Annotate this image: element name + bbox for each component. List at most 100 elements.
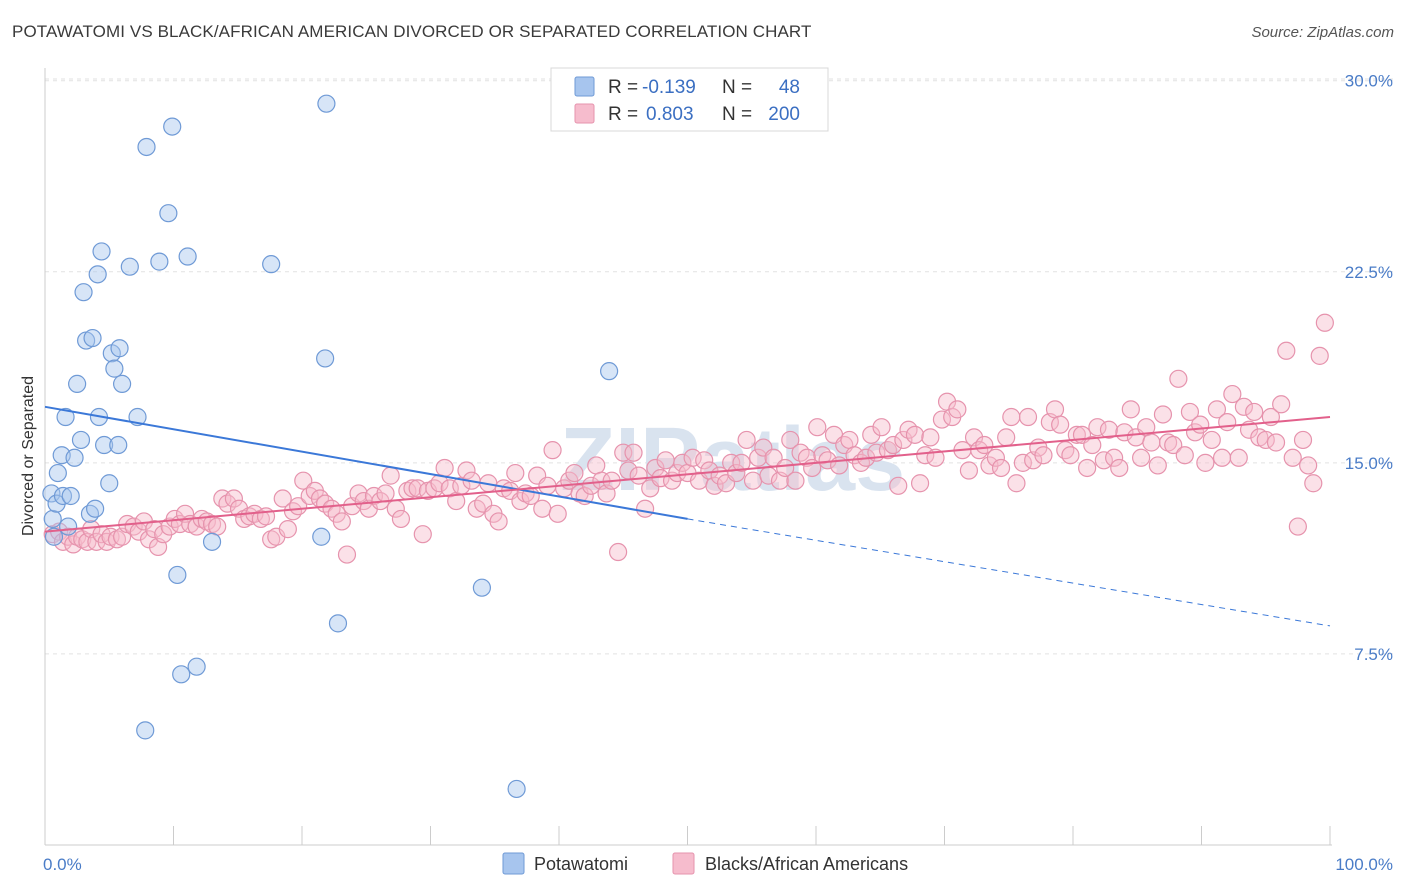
data-point-blacks-african-americans (1002, 407, 1021, 427)
data-point-blacks-african-americans (997, 428, 1016, 447)
legend-r-value-1: -0.139 (642, 77, 696, 98)
data-point-blacks-african-americans (1277, 341, 1296, 360)
data-point-blacks-african-americans (1283, 448, 1302, 467)
data-point-blacks-african-americans (208, 517, 227, 536)
data-point-blacks-african-americans (894, 430, 913, 450)
data-point-blacks-african-americans (1315, 313, 1334, 332)
data-point-blacks-african-americans (1051, 415, 1070, 434)
data-point-blacks-african-americans (910, 474, 930, 493)
data-point-blacks-african-americans (262, 530, 281, 549)
data-point-potawatomi (53, 486, 73, 506)
data-point-blacks-african-americans (840, 430, 859, 450)
data-point-potawatomi (95, 435, 114, 455)
data-point-blacks-african-americans (1234, 397, 1254, 416)
data-point-blacks-african-americans (107, 530, 127, 549)
data-point-blacks-african-americans (224, 489, 243, 508)
data-point-potawatomi (600, 362, 619, 381)
data-point-blacks-african-americans (1175, 446, 1194, 465)
data-point-potawatomi (80, 504, 100, 523)
y-axis-tick-labels: 7.5% 15.0% 22.5% 30.0% (1345, 72, 1393, 664)
data-point-blacks-african-americans (1045, 400, 1065, 419)
data-point-blacks-african-americans (970, 441, 989, 460)
data-point-potawatomi (59, 517, 78, 536)
legend-r-value-2: 0.803 (646, 104, 694, 125)
data-point-blacks-african-americans (273, 489, 292, 508)
data-point-blacks-african-americans (1169, 369, 1188, 388)
data-point-blacks-african-americans (1218, 413, 1237, 432)
data-point-blacks-african-americans (921, 428, 940, 447)
data-point-blacks-african-americans (986, 448, 1006, 467)
data-point-blacks-african-americans (749, 448, 768, 467)
data-point-blacks-african-americans (1105, 448, 1124, 467)
data-point-blacks-african-americans (1229, 448, 1248, 467)
data-point-potawatomi (178, 247, 197, 266)
data-point-potawatomi (110, 339, 129, 358)
data-point-blacks-african-americans (635, 499, 655, 518)
data-point-blacks-african-americans (543, 441, 562, 460)
y-axis-label: Divorced or Separated (20, 376, 37, 536)
data-point-blacks-african-americans (251, 509, 270, 529)
data-point-blacks-african-americans (1164, 435, 1183, 455)
data-point-potawatomi (61, 486, 80, 506)
data-point-blacks-african-americans (624, 443, 643, 462)
data-point-blacks-african-americans (1007, 474, 1026, 493)
legend-swatch-potawatomi (574, 76, 595, 97)
data-point-blacks-african-americans (673, 453, 692, 472)
data-point-blacks-african-americans (1207, 400, 1227, 419)
data-point-potawatomi (68, 374, 87, 393)
data-point-potawatomi (100, 474, 119, 493)
data-point-blacks-african-americans (403, 479, 422, 498)
data-point-blacks-african-americans (1266, 433, 1286, 452)
data-point-blacks-african-americans (614, 443, 633, 462)
data-point-blacks-african-americans (883, 435, 903, 455)
data-point-potawatomi (105, 359, 124, 378)
data-point-blacks-african-americans (1223, 384, 1242, 404)
data-point-potawatomi (83, 328, 102, 348)
data-point-blacks-african-americans (587, 456, 606, 475)
data-point-blacks-african-americans (695, 451, 714, 470)
data-point-potawatomi (262, 255, 281, 274)
data-point-blacks-african-americans (73, 530, 92, 549)
x-tick-label-end: 100.0% (1335, 855, 1393, 874)
data-point-blacks-african-americans (1034, 446, 1053, 465)
data-point-blacks-african-americans (862, 425, 881, 444)
data-point-blacks-african-americans (1202, 430, 1221, 450)
data-point-blacks-african-americans (294, 471, 313, 490)
data-point-blacks-african-americans (1272, 395, 1291, 414)
data-point-blacks-african-americans (391, 509, 411, 529)
data-point-blacks-african-americans (781, 430, 800, 450)
data-point-potawatomi (328, 614, 348, 633)
data-point-blacks-african-americans (872, 418, 891, 437)
data-point-potawatomi (48, 463, 67, 483)
data-point-blacks-african-americans (1288, 517, 1307, 536)
data-point-blacks-african-americans (813, 446, 832, 465)
data-point-blacks-african-americans (1110, 458, 1129, 478)
series-blacks-african-americans (43, 313, 1334, 564)
data-point-blacks-african-americans (1191, 415, 1210, 434)
data-point-blacks-african-americans (435, 458, 454, 478)
data-point-potawatomi (43, 509, 62, 529)
trend-lines (44, 405, 1331, 627)
legend-box: R = -0.139 N = 48 R = 0.803 N = 200 (550, 67, 829, 132)
data-point-blacks-african-americans (1310, 346, 1329, 365)
data-point-potawatomi (92, 242, 111, 261)
data-point-blacks-african-americans (743, 471, 763, 490)
data-point-blacks-african-americans (1299, 456, 1318, 475)
bottom-legend: Potawatomi Blacks/African Americans (502, 852, 908, 875)
data-point-blacks-african-americans (948, 400, 967, 419)
data-point-potawatomi (137, 137, 156, 157)
data-point-blacks-african-americans (786, 471, 805, 490)
data-point-blacks-african-americans (582, 476, 601, 495)
data-point-blacks-african-americans (413, 525, 432, 544)
data-point-blacks-african-americans (1088, 418, 1107, 437)
data-point-blacks-african-americans (889, 476, 908, 495)
data-point-potawatomi (472, 578, 491, 597)
data-point-potawatomi (150, 252, 169, 271)
data-point-potawatomi (71, 430, 91, 450)
legend-n-value-2: 200 (768, 104, 800, 125)
data-point-potawatomi (172, 665, 191, 684)
data-point-blacks-african-americans (322, 499, 341, 518)
legend-n-label-1: N = (722, 77, 752, 98)
data-point-potawatomi (86, 499, 105, 518)
data-point-blacks-african-americans (489, 512, 508, 531)
